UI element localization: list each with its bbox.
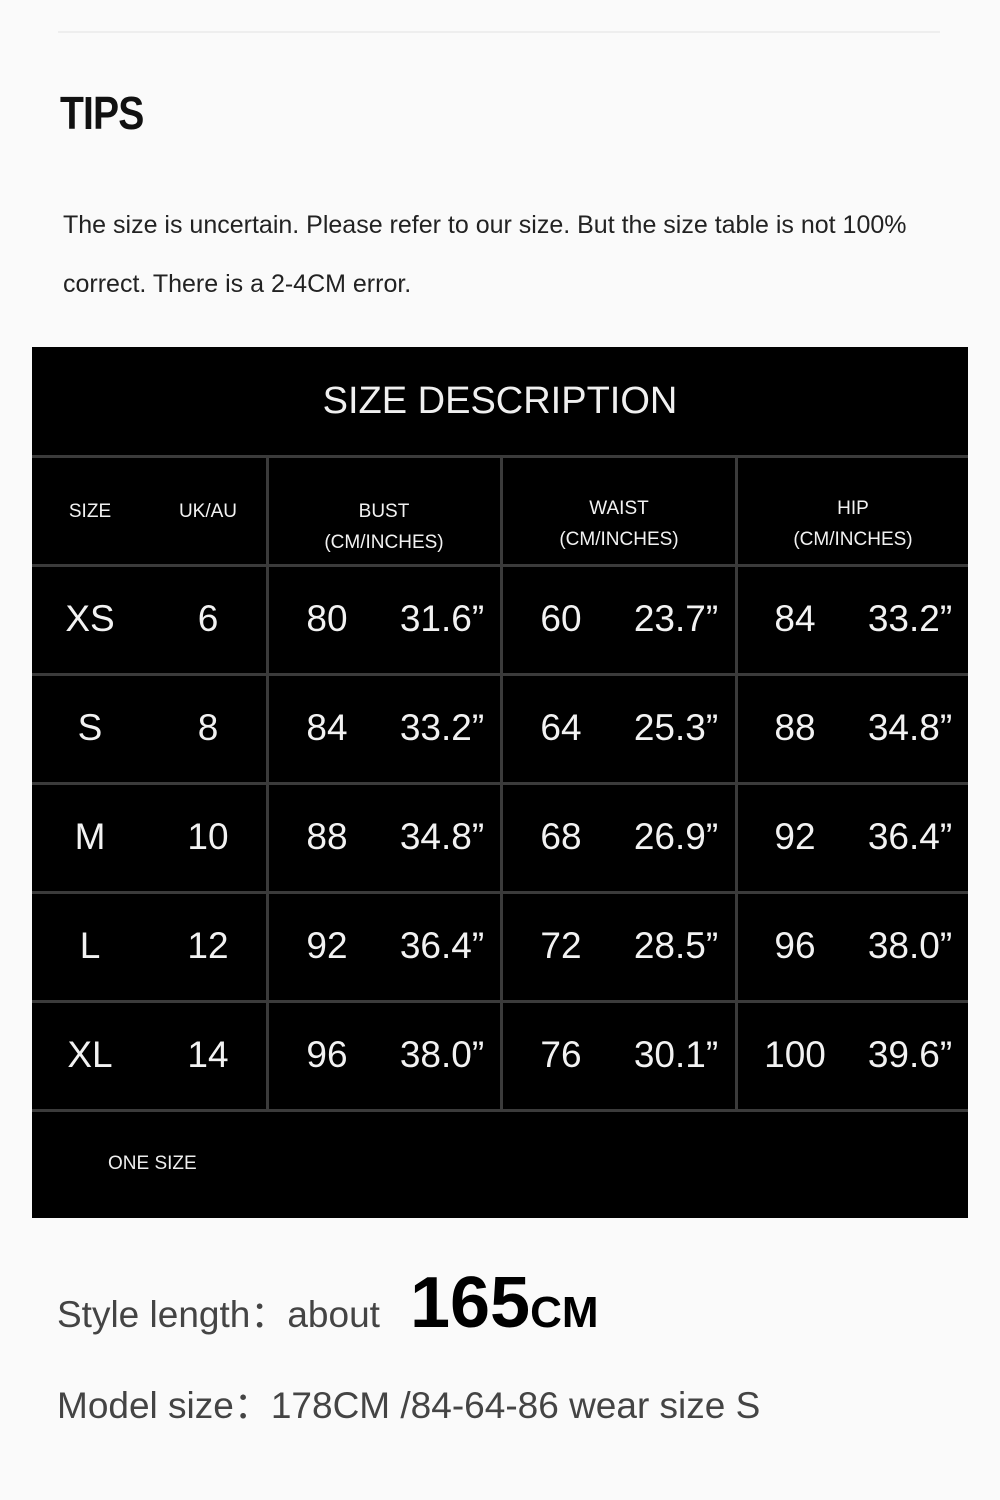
cell-waist-in: 30.1” xyxy=(633,1034,719,1075)
cell-hip-cm: 88 xyxy=(774,707,816,748)
cell-waist-cm: 76 xyxy=(540,1034,582,1075)
header-hip: HIP (CM/INCHES) xyxy=(793,493,912,555)
cell-hip-in: 36.4” xyxy=(867,816,953,857)
cell-hip-cm: 92 xyxy=(774,816,816,857)
cell-uk: 14 xyxy=(187,1034,229,1075)
header-bust-label: BUST xyxy=(358,501,410,522)
header-unit: (CM/INCHES) xyxy=(324,532,444,553)
header-unit: (CM/INCHES) xyxy=(559,529,679,550)
cell-bust-cm: 96 xyxy=(306,1034,348,1075)
style-length-label: Style length：about xyxy=(57,1294,380,1335)
cell-bust-in: 38.0” xyxy=(399,1034,485,1075)
cell-size: XS xyxy=(65,598,115,639)
table-title: SIZE DESCRIPTION xyxy=(322,380,678,422)
cell-waist-in: 26.9” xyxy=(633,816,719,857)
cell-hip-cm: 100 xyxy=(764,1034,826,1075)
cell-hip-in: 33.2” xyxy=(867,598,953,639)
cell-waist-cm: 60 xyxy=(540,598,582,639)
header-waist-label: WAIST xyxy=(589,498,649,519)
cell-uk: 12 xyxy=(187,925,229,966)
cell-bust-cm: 84 xyxy=(306,707,348,748)
header-unit: (CM/INCHES) xyxy=(793,529,913,550)
cell-waist-cm: 64 xyxy=(540,707,582,748)
cell-size: S xyxy=(77,707,103,748)
cell-waist-cm: 68 xyxy=(540,816,582,857)
cell-waist-in: 28.5” xyxy=(633,925,719,966)
cell-waist-in: 23.7” xyxy=(633,598,719,639)
model-size: Model size：178CM /84-64-86 wear size S xyxy=(57,1385,761,1426)
tips-note: The size is uncertain. Please refer to o… xyxy=(63,211,907,298)
header-size: SIZE xyxy=(68,501,112,522)
cell-hip-in: 38.0” xyxy=(867,925,953,966)
size-table: SIZE DESCRIPTION SIZE UK/AU BUST (CM/INCH… xyxy=(32,347,968,1218)
cell-waist-in: 25.3” xyxy=(633,707,719,748)
header-hip-label: HIP xyxy=(837,498,869,519)
grid-line xyxy=(735,457,738,1111)
cell-waist-cm: 72 xyxy=(540,925,582,966)
cell-bust-in: 31.6” xyxy=(399,598,485,639)
cell-size: XL xyxy=(67,1034,113,1075)
style-length-unit: CM xyxy=(530,1288,599,1337)
one-size-label: ONE SIZE xyxy=(108,1153,197,1174)
header-bust: BUST (CM/INCHES) xyxy=(324,496,443,558)
grid-line xyxy=(266,457,269,1111)
cell-bust-cm: 80 xyxy=(306,598,348,639)
header-waist: WAIST (CM/INCHES) xyxy=(559,493,678,555)
cell-bust-in: 34.8” xyxy=(399,816,485,857)
style-length: Style length：about 165 CM xyxy=(57,1262,599,1344)
cell-hip-cm: 84 xyxy=(774,598,816,639)
grid-line xyxy=(32,455,968,458)
cell-hip-in: 39.6” xyxy=(867,1034,953,1075)
cell-bust-cm: 88 xyxy=(306,816,348,857)
cell-size: M xyxy=(74,816,106,857)
divider xyxy=(58,31,940,33)
grid-line xyxy=(500,457,503,1111)
cell-size: L xyxy=(79,925,101,966)
cell-hip-cm: 96 xyxy=(774,925,816,966)
tips-heading: TIPS xyxy=(60,87,144,139)
cell-uk: 10 xyxy=(187,816,229,857)
style-length-value: 165 xyxy=(409,1263,531,1343)
cell-uk: 6 xyxy=(197,598,219,639)
cell-bust-cm: 92 xyxy=(306,925,348,966)
cell-uk: 8 xyxy=(197,707,219,748)
cell-bust-in: 33.2” xyxy=(399,707,485,748)
header-uk-au: UK/AU xyxy=(178,501,238,522)
cell-bust-in: 36.4” xyxy=(399,925,485,966)
cell-hip-in: 34.8” xyxy=(867,707,953,748)
